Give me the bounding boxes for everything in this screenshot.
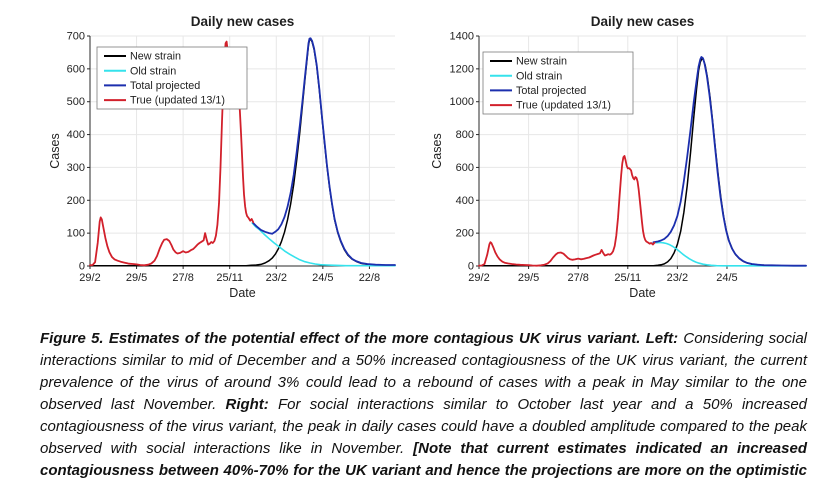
legend-label: Total projected [516, 85, 586, 97]
legend-label: Old strain [516, 70, 562, 82]
caption-segment: Figure 5. Estimates of the potential eff… [40, 330, 646, 347]
legend: New strain Old strain Total projected True … [482, 51, 634, 115]
left-chart: 29/2 29/5 27/8 25/11 23/2 24/5 22/8 0 100 200 300 4… [48, 10, 410, 310]
series-old-strain [652, 241, 807, 267]
series-total-projected [652, 56, 807, 267]
figure-caption: Figure 5. Estimates of the potential eff… [40, 328, 807, 482]
legend-label: New strain [516, 56, 567, 68]
x-tick-label: 23/2 [667, 272, 688, 284]
y-tick-label: 1000 [450, 96, 474, 108]
legend-box [96, 46, 248, 110]
right-chart: 29/2 29/5 27/8 25/11 23/2 24/5 0 200 400 600 800 10… [430, 10, 812, 310]
caption-segment: Right: [225, 396, 279, 413]
y-axis-title: Cases [430, 133, 444, 168]
y-tick-label: 200 [67, 195, 85, 207]
legend: New strain Old strain Total projected True … [96, 46, 248, 110]
y-tick-label: 300 [67, 162, 85, 174]
x-tick-label: 27/8 [172, 272, 193, 284]
caption-segment: [Note that current estimates indicated a… [40, 440, 807, 479]
y-axis-title: Cases [48, 133, 62, 168]
x-tick-label: 25/11 [614, 272, 641, 284]
y-tick-label: 1200 [450, 63, 474, 75]
x-tick-label: 23/2 [266, 272, 287, 284]
y-tick-label: 1400 [450, 31, 474, 43]
caption-segment: For social interactions similar to Octob… [40, 396, 807, 457]
x-axis-title: Date [629, 286, 655, 300]
y-tick-label: 600 [456, 162, 474, 174]
series-total-projected [252, 37, 396, 266]
chart-left-daily-new-cases: 29/2 29/5 27/8 25/11 23/2 24/5 22/8 0 100 200 300 4… [48, 14, 396, 300]
x-tick-label: 24/5 [716, 272, 737, 284]
x-tick-label: 29/5 [518, 272, 539, 284]
legend-label: New strain [130, 51, 181, 63]
y-tick-label: 0 [79, 261, 85, 273]
series-true-updated-13-1 [478, 154, 656, 267]
y-tick-label: 700 [67, 31, 85, 43]
y-tick-label: 600 [67, 63, 85, 75]
y-tick-label: 200 [456, 228, 474, 240]
chart-title: Daily new cases [191, 14, 295, 29]
x-tick-label: 29/2 [468, 272, 489, 284]
x-tick-label: 29/2 [79, 272, 100, 284]
x-tick-label: 29/5 [126, 272, 147, 284]
x-tick-label: 22/8 [359, 272, 380, 284]
legend-box [482, 51, 634, 115]
chart-right-daily-new-cases: 29/2 29/5 27/8 25/11 23/2 24/5 0 200 400 600 800 10… [430, 14, 807, 300]
y-tick-label: 500 [67, 96, 85, 108]
legend-label: Old strain [130, 65, 176, 77]
x-tick-label: 27/8 [567, 272, 588, 284]
y-tick-label: 400 [67, 129, 85, 141]
y-tick-label: 0 [468, 261, 474, 273]
caption-segment: Considering social interactions similar … [40, 330, 807, 413]
x-axis-title: Date [229, 286, 255, 300]
charts-row: 29/2 29/5 27/8 25/11 23/2 24/5 22/8 0 100 200 300 4… [48, 10, 812, 310]
y-tick-label: 400 [456, 195, 474, 207]
legend-label: True (updated 13/1) [516, 100, 611, 112]
y-tick-label: 100 [67, 228, 85, 240]
x-tick-label: 24/5 [312, 272, 333, 284]
y-tick-label: 800 [456, 129, 474, 141]
caption-segment: Left: [645, 330, 684, 347]
x-tick-label: 25/11 [216, 272, 243, 284]
series-old-strain [251, 222, 396, 267]
legend-label: Total projected [130, 80, 200, 92]
chart-title: Daily new cases [591, 14, 695, 29]
legend-label: True (updated 13/1) [130, 95, 225, 107]
